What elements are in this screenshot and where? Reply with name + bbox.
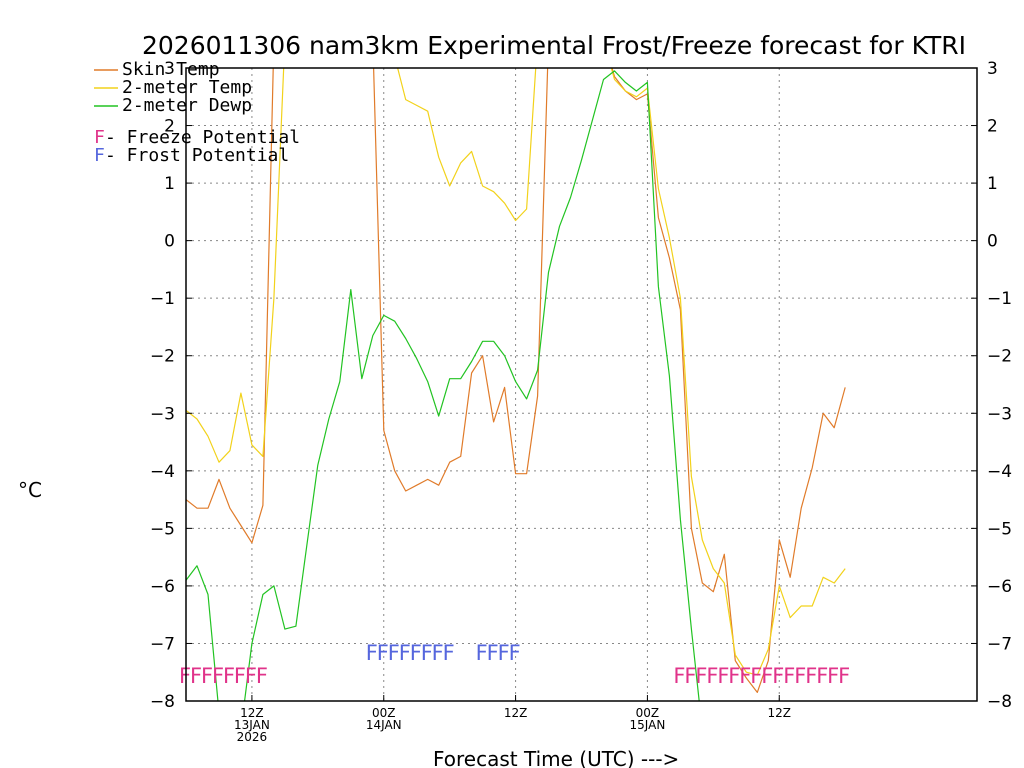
legend-label-temp: 2-meter Temp: [122, 77, 252, 98]
y-tick-label-right: −1: [987, 289, 1012, 309]
freeze-flag-marker: F: [212, 664, 224, 688]
freeze-flag-marker: F: [827, 664, 839, 688]
y-tick-label-left: −6: [150, 577, 175, 597]
y-tick-label-right: −7: [987, 634, 1012, 654]
y-tick-label-left: −1: [150, 289, 175, 309]
x-tick-label: 00Z: [372, 706, 396, 720]
x-tick-label: 15JAN: [630, 718, 666, 732]
frost-flag-marker: F: [509, 641, 521, 665]
freeze-flag-marker: F: [750, 664, 762, 688]
frost-flag-marker: F: [399, 641, 411, 665]
y-tick-label-left: 2: [164, 117, 175, 137]
freeze-flag-marker: F: [728, 664, 740, 688]
frost-flag-marker: F: [498, 641, 510, 665]
y-tick-label-left: −5: [150, 519, 175, 539]
y-tick-label-left: 1: [164, 174, 175, 194]
x-tick-label: 00Z: [636, 706, 660, 720]
frost-flag-marker: F: [410, 641, 422, 665]
frost-flag-marker: F: [487, 641, 499, 665]
y-tick-label-right: 1: [987, 174, 998, 194]
x-tick-label: 12Z: [504, 706, 528, 720]
freeze-flag-marker: F: [695, 664, 707, 688]
freeze-flag-marker: F: [201, 664, 213, 688]
freeze-flag-marker: F: [684, 664, 696, 688]
freeze-flag-marker: F: [761, 664, 773, 688]
legend-flag-label-freeze: - Freeze Potential: [105, 127, 300, 148]
freeze-flag-marker: F: [179, 664, 191, 688]
legend-label-dewp: 2-meter Dewp: [122, 95, 252, 116]
y-tick-label-right: −6: [987, 577, 1012, 597]
x-tick-label: 12Z: [768, 706, 792, 720]
y-axis-ticks: 3 3 2 2 1 1 0 0 −1 −1 −2 −2 −3 −3 −4 −4 −5 −5 −6 −6 −7 −7 −8 −8: [150, 59, 1012, 712]
frost-flag-marker: F: [421, 641, 433, 665]
chart-title: 2026011306 nam3km Experimental Frost/Fre…: [142, 31, 966, 60]
y-tick-label-right: 3: [987, 59, 998, 79]
y-tick-label-right: −8: [987, 692, 1012, 712]
frost-flag-marker: F: [366, 641, 378, 665]
frost-flag-marker: F: [432, 641, 444, 665]
freeze-flag-marker: F: [816, 664, 828, 688]
x-tick-label: 13JAN: [234, 718, 270, 732]
series-line-dewp: [186, 70, 700, 701]
y-tick-label-right: 0: [987, 232, 998, 252]
plot-frame: [185, 67, 978, 702]
legend-flag-letter-frost: F: [94, 145, 105, 166]
x-tick-label: 14JAN: [366, 718, 402, 732]
legend-flag-letter-freeze: F: [94, 127, 105, 148]
freeze-flag-marker: F: [739, 664, 751, 688]
y-tick-label-right: 2: [987, 117, 998, 137]
y-tick-label-right: −5: [987, 519, 1012, 539]
series-line-temp: [186, 68, 846, 676]
freeze-flag-marker: F: [783, 664, 795, 688]
x-tick-label: 12Z: [240, 706, 264, 720]
y-tick-label-left: −3: [150, 404, 175, 424]
frost-flag-marker: F: [388, 641, 400, 665]
freeze-flag-marker: F: [673, 664, 685, 688]
y-tick-label-left: −7: [150, 634, 175, 654]
y-tick-label-left: −2: [150, 347, 175, 367]
series-line-skin: [186, 68, 846, 694]
freeze-flag-marker: F: [717, 664, 729, 688]
y-axis-label: °C: [18, 478, 42, 502]
freeze-flag-marker: F: [223, 664, 235, 688]
series-lines: [186, 68, 846, 701]
freeze-flag-marker: F: [794, 664, 806, 688]
freeze-flag-marker: F: [805, 664, 817, 688]
y-tick-label-right: −4: [987, 462, 1012, 482]
y-tick-label-right: −2: [987, 347, 1012, 367]
y-tick-label-left: −4: [150, 462, 175, 482]
frost-flag-marker: F: [476, 641, 488, 665]
freeze-flag-marker: F: [190, 664, 202, 688]
freeze-flag-marker: F: [256, 664, 268, 688]
freeze-flag-marker: F: [234, 664, 246, 688]
grid-lines: [186, 68, 977, 701]
freeze-flag-marker: F: [706, 664, 718, 688]
y-tick-label-left: 3: [164, 59, 175, 79]
legend-label-skin: Skin Temp: [122, 59, 220, 80]
legend-flag-label-frost: - Frost Potential: [105, 145, 289, 166]
freeze-flag-marker: F: [772, 664, 784, 688]
frost-flag-marker: F: [377, 641, 389, 665]
y-tick-label-left: 0: [164, 232, 175, 252]
freeze-flag-marker: F: [245, 664, 257, 688]
y-tick-label-left: −8: [150, 692, 175, 712]
frost-flag-marker: F: [443, 641, 455, 665]
x-axis-label: Forecast Time (UTC) --->: [433, 747, 679, 768]
freeze-flag-marker: F: [838, 664, 850, 688]
y-tick-label-right: −3: [987, 404, 1012, 424]
x-tick-label: 2026: [237, 730, 268, 744]
